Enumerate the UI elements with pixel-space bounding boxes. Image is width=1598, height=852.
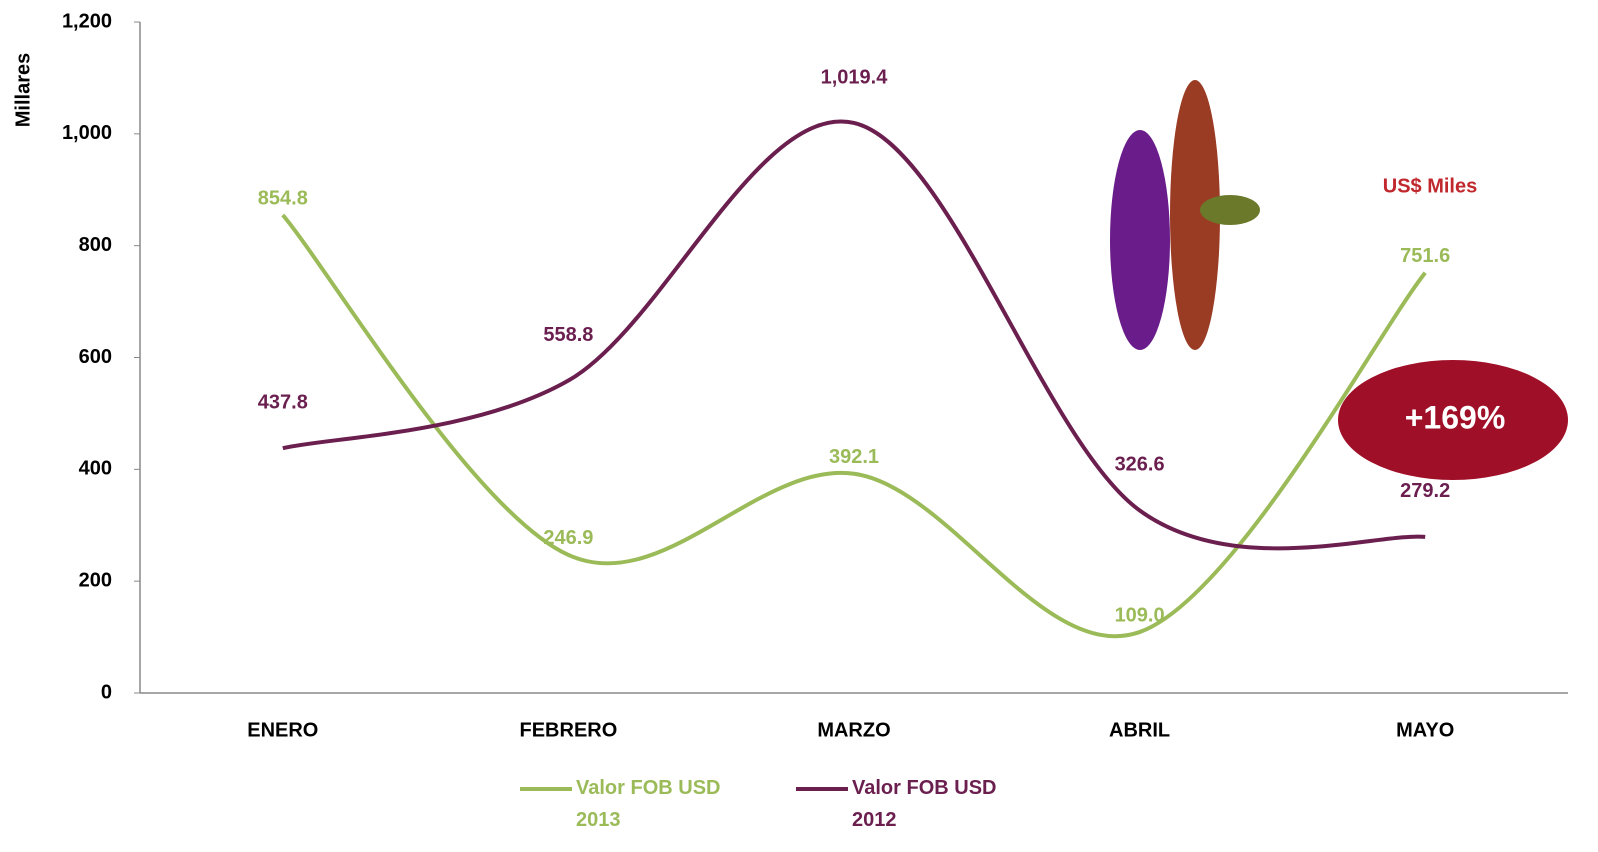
legend-item: Valor FOB USD 2012 bbox=[796, 772, 1032, 836]
data-label: 109.0 bbox=[1115, 604, 1165, 626]
y-tick-label: 1,200 bbox=[62, 10, 112, 32]
y-tick-label: 1,000 bbox=[62, 122, 112, 144]
data-label: 437.8 bbox=[258, 391, 308, 413]
legend: Valor FOB USD 2013 Valor FOB USD 2012 bbox=[520, 772, 1032, 836]
quinoa-red bbox=[1170, 80, 1220, 350]
x-tick-label: ENERO bbox=[247, 719, 318, 741]
y-tick-label: 200 bbox=[79, 569, 112, 591]
x-tick-label: FEBRERO bbox=[520, 719, 618, 741]
badge bbox=[1338, 360, 1568, 480]
unit-note: US$ Miles bbox=[1383, 175, 1477, 197]
quinoa-purple bbox=[1110, 130, 1170, 350]
data-label: 854.8 bbox=[258, 187, 308, 209]
legend-label: Valor FOB USD 2012 bbox=[852, 777, 997, 831]
data-label: 279.2 bbox=[1400, 480, 1450, 502]
data-label: 558.8 bbox=[543, 324, 593, 346]
x-tick-label: ABRIL bbox=[1109, 719, 1170, 741]
x-tick-label: MAYO bbox=[1396, 719, 1454, 741]
badge-label: +169% bbox=[1405, 399, 1506, 435]
data-label: 246.9 bbox=[543, 527, 593, 549]
legend-swatch bbox=[520, 787, 572, 791]
y-axis-label: Millares bbox=[12, 53, 34, 127]
legend-swatch bbox=[796, 787, 848, 791]
y-tick-label: 400 bbox=[79, 458, 112, 480]
series-line bbox=[281, 213, 1427, 639]
decoration bbox=[1110, 80, 1260, 350]
data-label: 392.1 bbox=[829, 446, 879, 468]
legend-label: Valor FOB USD 2013 bbox=[576, 777, 721, 831]
y-tick-label: 0 bbox=[101, 681, 112, 703]
quinoa-leaf bbox=[1200, 195, 1260, 225]
legend-item: Valor FOB USD 2013 bbox=[520, 772, 756, 836]
data-label: 1,019.4 bbox=[821, 66, 889, 88]
x-tick-label: MARZO bbox=[817, 719, 890, 741]
data-label: 326.6 bbox=[1115, 454, 1165, 476]
data-label: 751.6 bbox=[1400, 245, 1450, 267]
y-tick-label: 800 bbox=[79, 234, 112, 256]
y-tick-label: 600 bbox=[79, 346, 112, 368]
series-line bbox=[282, 119, 1426, 551]
